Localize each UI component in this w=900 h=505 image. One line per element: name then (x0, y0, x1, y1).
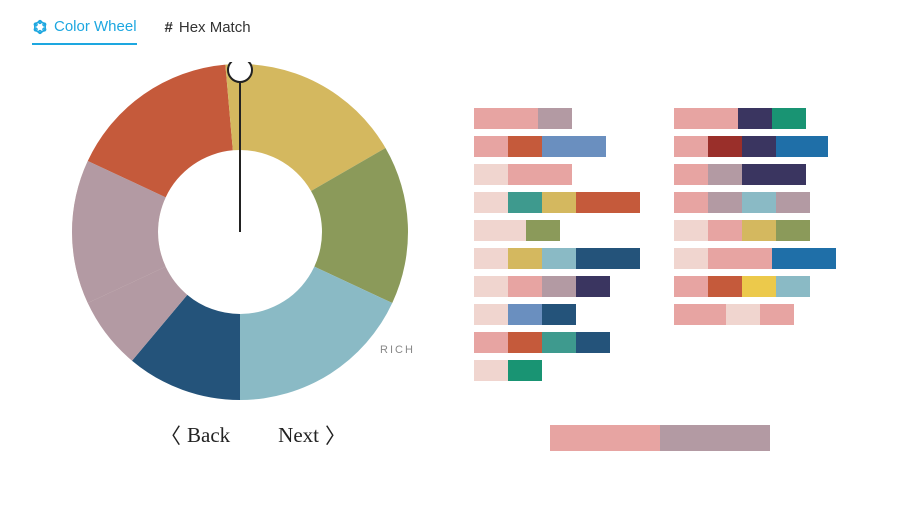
palette-row[interactable] (674, 192, 844, 213)
swatch (474, 332, 508, 353)
swatch (772, 108, 806, 129)
swatch (542, 332, 576, 353)
swatch (742, 136, 776, 157)
swatch (776, 192, 810, 213)
next-label: Next (278, 423, 319, 448)
swatch (674, 304, 726, 325)
swatch (508, 136, 542, 157)
palette-row[interactable] (474, 192, 644, 213)
swatch (776, 136, 828, 157)
swatch (542, 192, 576, 213)
tab-label: Hex Match (179, 19, 251, 36)
palette-row[interactable] (474, 304, 644, 325)
swatch (742, 220, 776, 241)
swatch (674, 248, 708, 269)
swatch (708, 248, 772, 269)
chevron-left-icon: 〈 (160, 420, 181, 450)
swatch (526, 220, 560, 241)
swatch (474, 220, 526, 241)
selected-palette[interactable] (550, 425, 770, 451)
palette-row[interactable] (474, 164, 644, 185)
swatch (674, 276, 708, 297)
swatch (674, 164, 708, 185)
swatch (726, 304, 760, 325)
wheel-pointer-handle[interactable] (228, 62, 252, 82)
tabs: Color Wheel # Hex Match (32, 18, 251, 45)
swatch (474, 304, 508, 325)
swatch (474, 136, 508, 157)
chevron-right-icon: 〉 (325, 420, 346, 450)
back-button[interactable]: 〈 Back (160, 420, 230, 450)
swatch (542, 276, 576, 297)
swatch (708, 220, 742, 241)
swatch (708, 136, 742, 157)
swatch (508, 276, 542, 297)
swatch (538, 108, 572, 129)
swatch (708, 192, 742, 213)
back-label: Back (187, 423, 230, 448)
palette-row[interactable] (674, 220, 844, 241)
palette-grid (474, 108, 844, 381)
palette-row[interactable] (674, 248, 844, 269)
swatch (742, 164, 806, 185)
swatch (674, 220, 708, 241)
swatch (474, 248, 508, 269)
swatch (674, 136, 708, 157)
swatch (772, 248, 836, 269)
palette-row[interactable] (474, 108, 644, 129)
swatch (674, 192, 708, 213)
swatch (576, 248, 640, 269)
swatch (474, 192, 508, 213)
swatch (742, 276, 776, 297)
swatch (708, 164, 742, 185)
swatch (474, 164, 508, 185)
palette-row[interactable] (474, 248, 644, 269)
swatch (508, 360, 542, 381)
swatch (542, 136, 606, 157)
wheel-label: RICH (380, 344, 415, 356)
palette-column (474, 108, 644, 381)
palette-row[interactable] (474, 332, 644, 353)
swatch (474, 108, 538, 129)
swatch (776, 276, 810, 297)
swatch (576, 192, 640, 213)
swatch (738, 108, 772, 129)
swatch (576, 276, 610, 297)
swatch (776, 220, 810, 241)
swatch (550, 425, 660, 451)
swatch (660, 425, 770, 451)
swatch (742, 192, 776, 213)
tab-color-wheel[interactable]: Color Wheel (32, 18, 137, 45)
swatch (708, 276, 742, 297)
palette-row[interactable] (474, 220, 644, 241)
swatch (542, 248, 576, 269)
palette-column (674, 108, 844, 381)
palette-row[interactable] (474, 360, 644, 381)
swatch (576, 332, 610, 353)
tab-label: Color Wheel (54, 18, 137, 35)
palette-row[interactable] (474, 136, 644, 157)
color-wheel-icon (32, 19, 48, 35)
palette-row[interactable] (474, 276, 644, 297)
swatch (508, 164, 572, 185)
palette-row[interactable] (674, 276, 844, 297)
tab-hex-match[interactable]: # Hex Match (165, 18, 251, 45)
swatch (508, 248, 542, 269)
swatch (542, 304, 576, 325)
swatch (760, 304, 794, 325)
swatch (674, 108, 738, 129)
next-button[interactable]: Next 〉 (278, 420, 346, 450)
swatch (508, 192, 542, 213)
swatch (508, 332, 542, 353)
swatch (474, 360, 508, 381)
palette-row[interactable] (674, 136, 844, 157)
palette-row[interactable] (674, 164, 844, 185)
swatch (474, 276, 508, 297)
hash-icon: # (165, 19, 173, 36)
palette-row[interactable] (674, 304, 844, 325)
color-wheel[interactable] (70, 62, 410, 407)
swatch (508, 304, 542, 325)
nav-controls: 〈 Back Next 〉 (160, 420, 346, 450)
palette-row[interactable] (674, 108, 844, 129)
